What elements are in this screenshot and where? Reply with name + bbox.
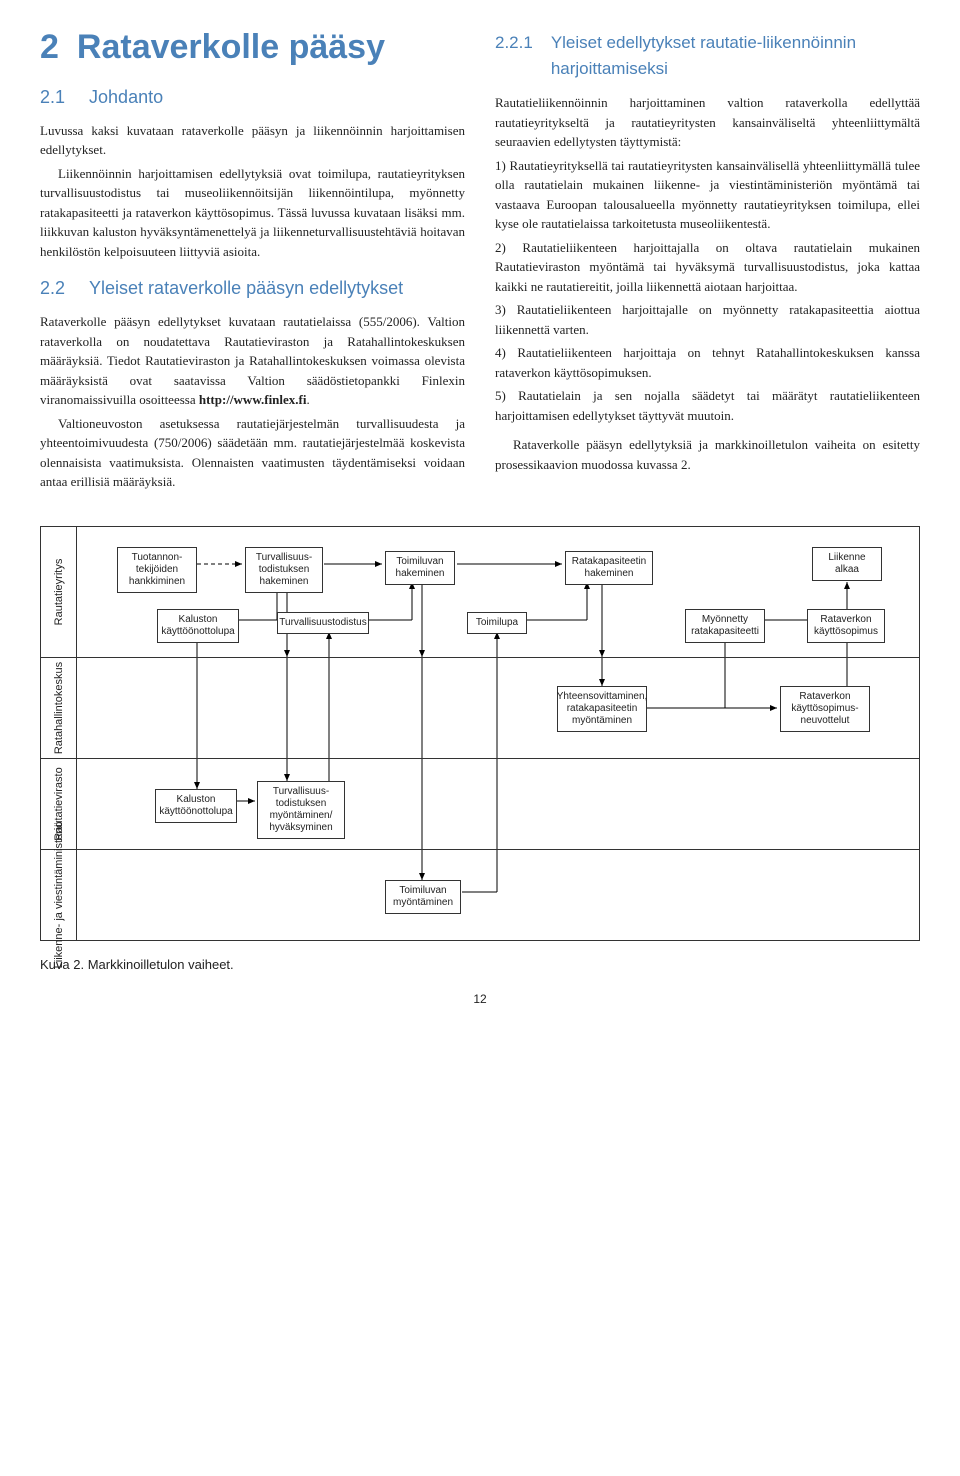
lane-label: Rautatieyritys (41, 527, 77, 657)
section-title: Johdanto (89, 84, 163, 111)
node-myonnetty-kapasiteetti: Myönnetty ratakapasiteetti (685, 609, 765, 643)
paragraph: Rautatieliikennöinnin harjoittaminen val… (495, 93, 920, 152)
chapter-number: 2 (40, 30, 59, 66)
chapter-heading: 2 Rataverkolle pääsy (40, 30, 465, 66)
list-item: 4) Rautatieliikenteen harjoittaja on teh… (495, 343, 920, 382)
section-2-2-1-heading: 2.2.1 Yleiset edellytykset rautatie-liik… (495, 30, 920, 81)
subsection-number: 2.2.1 (495, 30, 533, 81)
node-yhteensovittaminen: Yhteensovittaminen, ratakapasiteetin myö… (557, 686, 647, 732)
finlex-link[interactable]: http://www.finlex.fi (199, 392, 307, 407)
node-turvallisuustodistus-haku: Turvallisuus-todistuksen hakeminen (245, 547, 323, 593)
page-number: 12 (40, 990, 920, 1008)
node-ratakapasiteetti-haku: Ratakapasiteetin hakeminen (565, 551, 653, 585)
right-column: 2.2.1 Yleiset edellytykset rautatie-liik… (495, 30, 920, 496)
node-liikenne-alkaa: Liikenne alkaa (812, 547, 882, 581)
node-kaluston-lupa-c: Kaluston käyttöönottolupa (155, 789, 237, 823)
paragraph: Valtioneuvoston asetuksessa rautatiejärj… (40, 414, 465, 492)
paragraph: Rataverkolle pääsyn edellytykset kuvataa… (40, 312, 465, 410)
node-tuotannontekijat: Tuotannon-tekijöiden hankkiminen (117, 547, 197, 593)
chapter-title-text: Rataverkolle pääsy (77, 30, 385, 66)
node-kaluston-lupa-a: Kaluston käyttöönottolupa (157, 609, 239, 643)
list-item: 5) Rautatielain ja sen nojalla säädetyt … (495, 386, 920, 425)
figure-caption: Kuva 2. Markkinoilletulon vaiheet. (40, 955, 920, 975)
lane-label-text: Liikenne- ja viestintäministeriö (50, 821, 67, 968)
node-turvallisuustodistus: Turvallisuustodistus (277, 612, 369, 634)
section-title: Yleiset rataverkolle pääsyn edellytykset (89, 275, 403, 302)
lane-body: Kaluston käyttöönottolupa Turvallisuus-t… (77, 759, 919, 849)
swimlane-ratahallintokeskus: Ratahallintokeskus Yhteensovittaminen, r… (41, 657, 919, 758)
lane-body: Tuotannon-tekijöiden hankkiminen Turvall… (77, 527, 919, 657)
swimlane-lvm: Liikenne- ja viestintäministeriö Toimilu… (41, 849, 919, 940)
list-item: 2) Rautatieliikenteen harjoittajalla on … (495, 238, 920, 297)
lane-label: Liikenne- ja viestintäministeriö (41, 850, 77, 940)
paragraph: Liikennöinnin harjoittamisen edellytyksi… (40, 164, 465, 262)
lane-body: Toimiluvan myöntäminen (77, 850, 919, 940)
node-turvallisuustodistus-myonto: Turvallisuus-todistuksen myöntäminen/ hy… (257, 781, 345, 839)
paragraph: Luvussa kaksi kuvataan rataverkolle pääs… (40, 121, 465, 160)
swimlane-rautatieyritys: Rautatieyritys (41, 527, 919, 657)
swimlane-rautatievirasto: Rautatievirasto Kaluston käyttöönottolup… (41, 758, 919, 849)
node-kayttosopimusneuvottelut: Rataverkon käyttösopimus-neuvottelut (780, 686, 870, 732)
node-toimilupa-haku: Toimiluvan hakeminen (385, 551, 455, 585)
lane-label-text: Ratahallintokeskus (50, 662, 67, 754)
section-2-1-heading: 2.1 Johdanto (40, 84, 465, 111)
node-rataverkon-kayttosopimus: Rataverkon käyttösopimus (807, 609, 885, 643)
section-2-2-heading: 2.2 Yleiset rataverkolle pääsyn edellyty… (40, 275, 465, 302)
list-item: 1) Rautatieyrityksellä tai rautatieyrity… (495, 156, 920, 234)
process-diagram: Rautatieyritys (40, 526, 920, 941)
subsection-title: Yleiset edellytykset rautatie-liikennöin… (551, 30, 871, 81)
lane-arrows (77, 850, 907, 940)
node-toimilupa: Toimilupa (467, 612, 527, 634)
node-toimilupa-myonto: Toimiluvan myöntäminen (385, 880, 461, 914)
section-number: 2.1 (40, 84, 65, 111)
lane-label: Ratahallintokeskus (41, 658, 77, 758)
lane-label-text: Rautatieyritys (50, 558, 67, 625)
section-number: 2.2 (40, 275, 65, 302)
lane-body: Yhteensovittaminen, ratakapasiteetin myö… (77, 658, 919, 758)
text-columns: 2 Rataverkolle pääsy 2.1 Johdanto Luvuss… (40, 30, 920, 496)
paragraph: Rataverkolle pääsyn edellytyksiä ja mark… (495, 435, 920, 474)
paragraph-tail: . (307, 392, 310, 407)
list-item: 3) Rautatieliikenteen harjoittajalle on … (495, 300, 920, 339)
left-column: 2 Rataverkolle pääsy 2.1 Johdanto Luvuss… (40, 30, 465, 496)
